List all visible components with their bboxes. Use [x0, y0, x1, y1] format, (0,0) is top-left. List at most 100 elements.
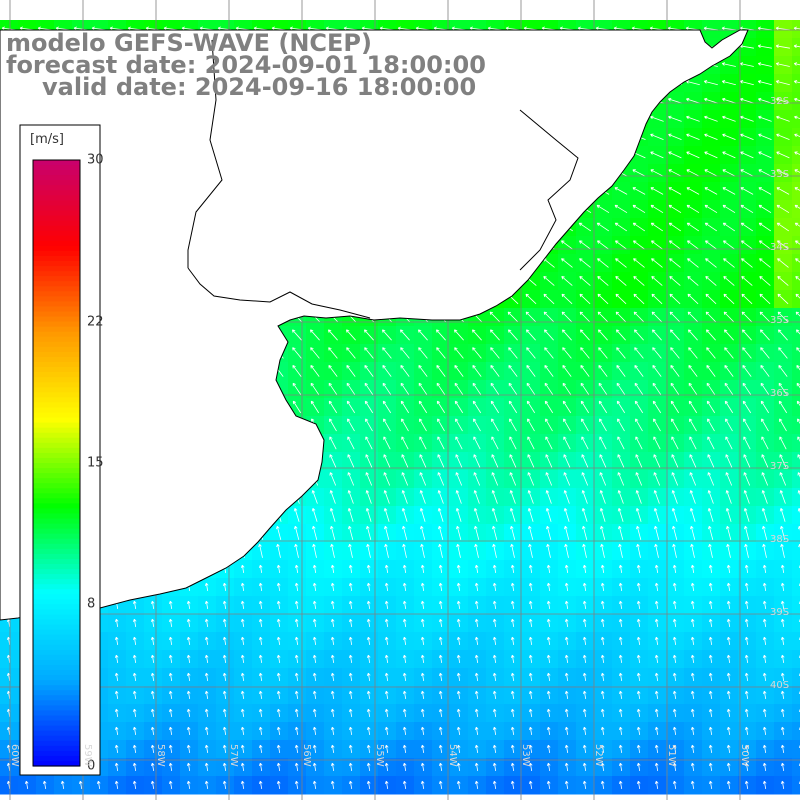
wind-arrow — [723, 276, 735, 286]
wind-arrow — [705, 240, 717, 250]
colorbar-tick-label: 8 — [87, 596, 96, 612]
wind-arrow — [686, 204, 700, 214]
wind-arrow — [597, 240, 609, 250]
colorbar-segment — [33, 629, 80, 636]
wind-arrow — [740, 115, 754, 122]
speed-cell — [792, 650, 800, 669]
latitude-label: 32S — [770, 96, 790, 107]
wind-arrow — [704, 204, 718, 214]
colorbar-segment — [33, 250, 80, 257]
colorbar-segment — [33, 190, 80, 196]
wind-arrow — [777, 276, 789, 286]
colorbar-segment — [33, 165, 80, 171]
wind-arrow — [686, 187, 700, 195]
colorbar-segment — [33, 659, 80, 666]
wind-arrow — [615, 240, 627, 250]
speed-cell — [792, 308, 800, 327]
speed-cell — [792, 398, 800, 417]
wind-arrow — [723, 258, 735, 268]
wind-arrow — [776, 169, 790, 177]
colorbar-segment — [33, 266, 80, 272]
speed-cell — [792, 128, 800, 147]
latitude-label: 34S — [770, 242, 790, 253]
colorbar-segment — [33, 508, 80, 515]
wind-arrow — [758, 204, 772, 214]
colorbar-segment — [33, 730, 80, 737]
colorbar-segment — [33, 362, 80, 368]
colorbar-segment — [33, 447, 80, 454]
longitude-label: 50W — [739, 744, 750, 767]
speed-cell — [792, 596, 800, 615]
colorbar-segment — [33, 513, 80, 520]
wind-arrow — [578, 222, 592, 232]
colorbar-segment — [33, 750, 80, 757]
wind-arrow — [740, 97, 754, 104]
wind-arrow — [668, 97, 682, 104]
longitude-label: 59W — [82, 744, 93, 767]
speed-cell — [792, 776, 800, 795]
speed-cell — [792, 200, 800, 219]
wind-arrow — [687, 240, 699, 250]
colorbar-segment — [33, 695, 80, 701]
colorbar-segment — [33, 160, 80, 166]
colorbar-segment — [33, 291, 80, 297]
wind-arrow — [650, 169, 664, 177]
wind-arrow — [795, 240, 800, 245]
colorbar — [19, 124, 101, 776]
colorbar-segment — [33, 498, 80, 504]
colorbar-segment — [33, 331, 80, 338]
colorbar-segment — [33, 245, 80, 252]
colorbar-segment — [33, 579, 80, 585]
colorbar-segment — [33, 346, 80, 353]
valid-date: valid date: 2024-09-16 18:00:00 — [42, 73, 477, 101]
colorbar-segment — [33, 306, 80, 313]
wind-arrow — [669, 258, 681, 268]
wind-arrow — [758, 222, 772, 232]
longitude-label: 56W — [301, 744, 312, 767]
wind-arrow — [614, 187, 628, 195]
speed-cell — [792, 218, 800, 237]
wind-arrow — [794, 97, 800, 102]
wind-arrow — [723, 240, 735, 250]
colorbar-segment — [33, 665, 80, 671]
latitude-label: 37S — [770, 461, 790, 472]
colorbar-segment — [33, 281, 80, 287]
wind-arrow — [668, 151, 682, 159]
colorbar-segment — [33, 715, 80, 722]
colorbar-segment — [33, 700, 80, 706]
colorbar-segment — [33, 170, 80, 176]
wind-arrow — [705, 258, 717, 268]
speed-cell — [792, 668, 800, 687]
wind-arrow — [794, 169, 800, 173]
wind-arrow — [704, 97, 718, 104]
colorbar-segment — [33, 478, 80, 484]
wind-arrow — [794, 115, 800, 120]
wind-arrow — [775, 80, 790, 86]
colorbar-segment — [33, 649, 80, 656]
colorbar-segment — [33, 276, 80, 282]
wind-arrow — [561, 240, 573, 250]
colorbar-segment — [33, 463, 80, 469]
wind-arrow — [686, 133, 700, 140]
colorbar-segment — [33, 341, 80, 348]
wind-arrow — [721, 62, 736, 67]
colorbar-segment — [33, 624, 80, 631]
colorbar-segment — [33, 392, 80, 398]
colorbar-segment — [33, 533, 80, 540]
longitude-label: 54W — [447, 744, 458, 767]
wind-arrow — [740, 187, 754, 195]
colorbar-tick-label: 22 — [87, 314, 104, 330]
wind-arrow — [775, 62, 790, 67]
colorbar-segment — [33, 558, 80, 565]
wind-arrow — [650, 222, 664, 232]
wind-arrow — [741, 276, 753, 286]
colorbar-segment — [33, 417, 80, 424]
wind-arrow — [579, 240, 591, 250]
speed-cell — [792, 506, 800, 525]
wind-arrow — [722, 115, 736, 122]
latitude-label: 40S — [770, 680, 790, 691]
wind-arrow — [793, 44, 800, 49]
wind-arrow — [777, 240, 789, 250]
wind-arrow — [759, 276, 771, 286]
colorbar-segment — [33, 180, 80, 186]
